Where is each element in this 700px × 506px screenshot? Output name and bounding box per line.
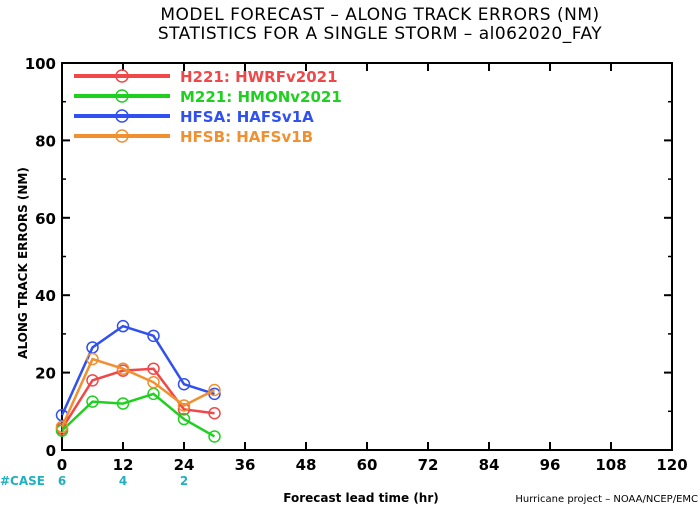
legend: H221: HWRFv2021 M221: HMONv2021 HFSA: HAFS… — [74, 68, 342, 146]
series-1-point — [177, 403, 191, 416]
series-1-point — [208, 406, 221, 420]
x-tick-label: 108 — [595, 456, 626, 474]
y-tick-label: 0 — [46, 442, 56, 460]
y-tick-label: 40 — [35, 287, 56, 305]
series-4-point — [147, 376, 160, 389]
x-tick-label: 12 — [113, 456, 134, 474]
series-2-point — [86, 395, 99, 408]
y-tick-label: 80 — [35, 132, 56, 150]
series-1-point — [147, 362, 160, 375]
plot-frame — [61, 62, 673, 451]
chart-title: MODEL FORECAST – ALONG TRACK ERRORS (NM) — [160, 5, 599, 25]
x-tick-label: 48 — [296, 456, 317, 474]
series-3-point — [177, 377, 191, 391]
series-1-point — [86, 374, 99, 387]
x-tick-label: 96 — [540, 456, 561, 474]
x-tick-label: 72 — [418, 456, 439, 474]
case-label: #CASE — [0, 474, 45, 488]
x-tick-label: 84 — [479, 456, 500, 474]
legend-marker-2 — [115, 89, 129, 103]
series-4-point — [55, 420, 69, 434]
x-tick-label: 120 — [656, 456, 687, 474]
y-tick-label: 20 — [35, 365, 56, 383]
series-4-point — [208, 383, 221, 397]
chart-subtitle: STATISTICS FOR A SINGLE STORM – al062020… — [158, 24, 602, 44]
series-2-point — [116, 397, 130, 410]
case-count: 2 — [180, 474, 188, 488]
x-tick-label: 60 — [357, 456, 378, 474]
x-axis-label: Forecast lead time (hr) — [283, 491, 439, 505]
series-layer — [55, 319, 221, 443]
y-tick-label: 60 — [35, 210, 56, 228]
legend-entry-4: HFSB: HAFSv1B — [180, 128, 313, 146]
case-counts: 6 4 2 — [58, 474, 188, 488]
legend-entry-1: H221: HWRFv2021 — [180, 68, 338, 86]
legend-entry-2: M221: HMONv2021 — [180, 88, 342, 106]
series-3-point — [116, 319, 130, 333]
x-tick-label: 36 — [235, 456, 256, 474]
series-4-point — [116, 362, 130, 375]
series-3-point — [147, 329, 160, 343]
series-4-point — [86, 352, 99, 366]
x-tick-label: 0 — [57, 456, 67, 474]
credit-text: Hurricane project – NOAA/NCEP/EMC — [515, 494, 698, 505]
axes: 0 12 24 36 48 60 72 84 96 108 120 0 20 40 60 80 100 — [25, 55, 688, 474]
legend-marker-4 — [115, 129, 129, 143]
legend-entry-3: HFSA: HAFSv1A — [180, 108, 314, 126]
legend-marker-3 — [115, 109, 129, 123]
x-tick-label: 24 — [174, 456, 195, 474]
y-tick-label: 100 — [25, 55, 56, 73]
case-count: 4 — [119, 474, 127, 488]
legend-marker-1 — [115, 69, 129, 83]
case-count: 6 — [58, 474, 66, 488]
series-2-point — [177, 412, 191, 426]
series-4-point — [177, 399, 191, 412]
series-2-point — [208, 430, 221, 443]
y-axis-label: ALONG TRACK ERRORS (NM) — [16, 167, 30, 359]
